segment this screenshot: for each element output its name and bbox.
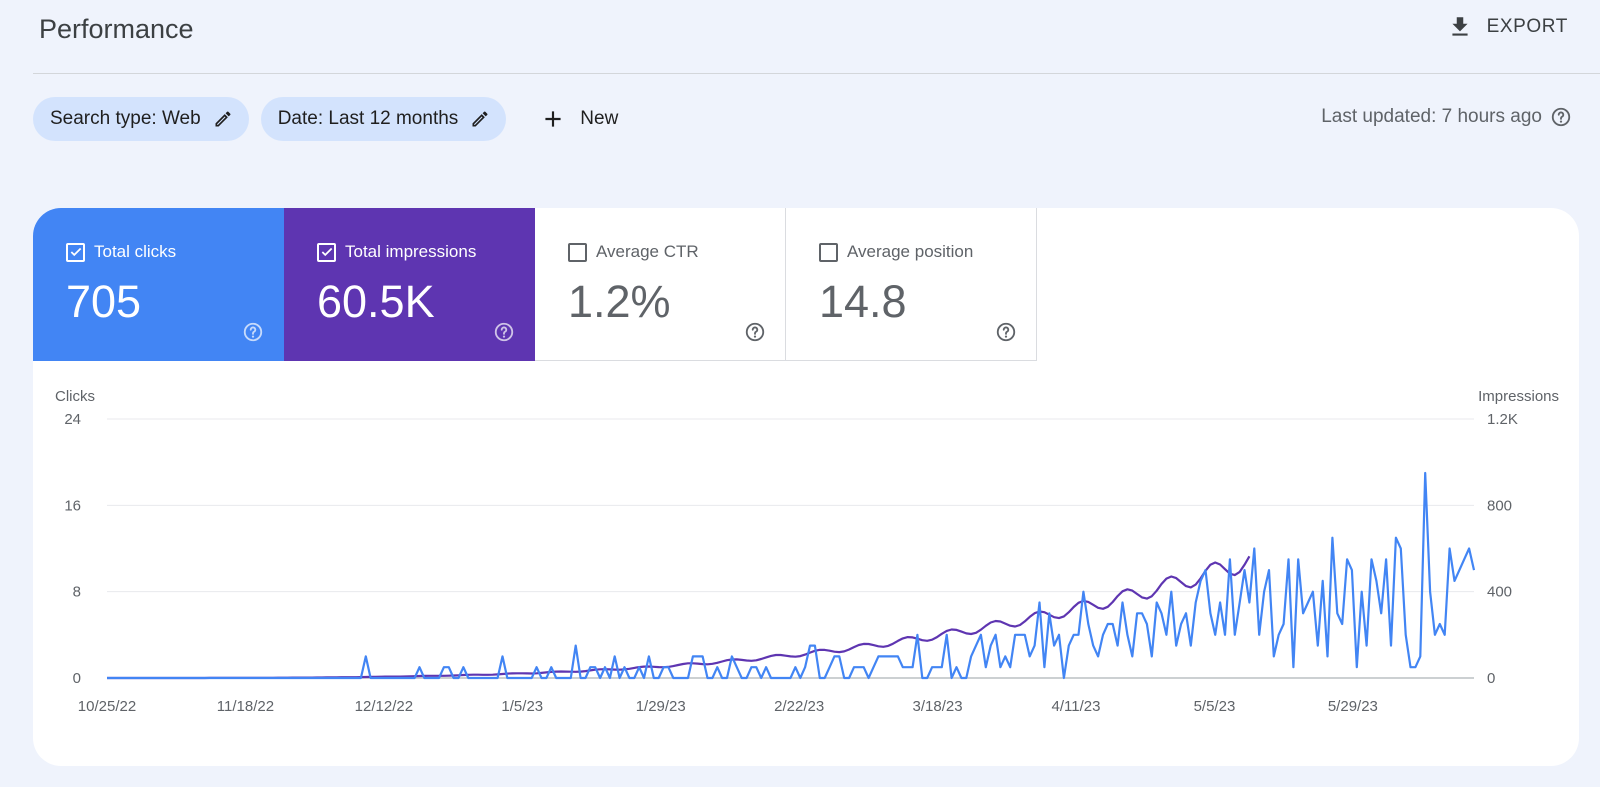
x-tick-label: 10/25/22 bbox=[78, 698, 136, 715]
export-label: EXPORT bbox=[1486, 16, 1568, 37]
clicks-series-line bbox=[107, 471, 1476, 680]
plus-icon bbox=[545, 111, 561, 127]
x-axis-ticks: 10/25/22 11/18/22 12/12/22 1/5/23 1/29/23 2/2… bbox=[78, 698, 1378, 715]
filter-bar: Search type: Web Date: Last 12 months Ne… bbox=[33, 97, 628, 141]
x-tick-label: 11/18/22 bbox=[217, 698, 274, 715]
chart-svg: Clicks Impressions 0 8 16 24 0 400 800 1.2K 10… bbox=[55, 388, 1559, 715]
help-icon[interactable] bbox=[493, 321, 515, 343]
impressions-series-line bbox=[107, 555, 1251, 680]
performance-card: Total clicks 705 Total impressions 60.5K… bbox=[33, 208, 1579, 766]
metric-tile-average-position[interactable]: Average position 14.8 bbox=[786, 208, 1037, 361]
header-divider bbox=[33, 73, 1600, 74]
new-filter-label: New bbox=[580, 108, 619, 129]
metric-value: 60.5K bbox=[317, 276, 435, 327]
metric-label: Total clicks bbox=[94, 242, 177, 261]
right-axis-label: Impressions bbox=[1478, 388, 1559, 405]
metric-label-row: Average CTR bbox=[568, 242, 699, 262]
chart-gridlines bbox=[107, 418, 1474, 679]
left-axis-ticks: 0 8 16 24 bbox=[64, 411, 81, 687]
right-tick-label: 0 bbox=[1487, 670, 1495, 687]
x-tick-label: 1/5/23 bbox=[501, 698, 543, 715]
download-icon bbox=[1452, 17, 1468, 36]
metric-label-row: Total impressions bbox=[317, 242, 476, 262]
help-icon[interactable] bbox=[995, 321, 1017, 343]
left-tick-label: 16 bbox=[64, 497, 81, 514]
left-axis-label: Clicks bbox=[55, 388, 95, 405]
checkbox-checked-icon[interactable] bbox=[66, 242, 85, 262]
edit-pencil-icon bbox=[215, 111, 231, 127]
help-icon[interactable] bbox=[242, 321, 264, 343]
x-tick-label: 1/29/23 bbox=[636, 698, 686, 715]
metric-tiles: Total clicks 705 Total impressions 60.5K… bbox=[33, 208, 1037, 361]
edit-pencil-icon bbox=[472, 111, 488, 127]
help-icon[interactable] bbox=[1550, 106, 1572, 128]
last-updated: Last updated: 7 hours ago bbox=[1321, 106, 1572, 128]
page-title: Performance bbox=[39, 14, 194, 44]
x-tick-label: 12/12/22 bbox=[355, 698, 413, 715]
checkbox-checked-icon[interactable] bbox=[317, 242, 336, 262]
x-tick-label: 5/29/23 bbox=[1328, 698, 1378, 715]
left-tick-label: 0 bbox=[73, 670, 81, 687]
new-filter-button[interactable]: New bbox=[518, 106, 628, 132]
export-button[interactable]: EXPORT bbox=[1447, 14, 1568, 40]
left-tick-label: 24 bbox=[64, 411, 81, 428]
metric-tile-total-impressions[interactable]: Total impressions 60.5K bbox=[284, 208, 535, 361]
right-tick-label: 800 bbox=[1487, 497, 1512, 514]
right-tick-label: 1.2K bbox=[1487, 411, 1518, 428]
metric-value: 1.2% bbox=[568, 276, 671, 327]
metric-label-row: Average position bbox=[819, 242, 973, 262]
x-tick-label: 5/5/23 bbox=[1194, 698, 1236, 715]
page-header: Performance EXPORT bbox=[0, 0, 1600, 74]
x-tick-label: 3/18/23 bbox=[913, 698, 963, 715]
metric-tile-average-ctr[interactable]: Average CTR 1.2% bbox=[535, 208, 786, 361]
right-axis-ticks: 0 400 800 1.2K bbox=[1487, 411, 1518, 687]
left-tick-label: 8 bbox=[73, 584, 81, 601]
performance-chart[interactable]: Clicks Impressions 0 8 16 24 0 400 800 1.2K 10… bbox=[33, 361, 1579, 766]
right-tick-label: 400 bbox=[1487, 584, 1512, 601]
metric-value: 14.8 bbox=[819, 276, 907, 327]
chart-series-lines bbox=[107, 471, 1476, 680]
search-type-label: Search type: Web bbox=[50, 108, 201, 129]
date-chip[interactable]: Date: Last 12 months bbox=[260, 97, 507, 141]
metric-value: 705 bbox=[66, 276, 142, 327]
search-type-chip[interactable]: Search type: Web bbox=[33, 97, 249, 141]
date-label: Date: Last 12 months bbox=[277, 108, 459, 129]
metric-label: Total impressions bbox=[345, 242, 477, 261]
metric-label-row: Total clicks bbox=[66, 242, 176, 262]
x-tick-label: 2/22/23 bbox=[774, 698, 824, 715]
metric-label: Average position bbox=[847, 242, 974, 261]
last-updated-text: Last updated: 7 hours ago bbox=[1321, 106, 1542, 127]
metric-tile-total-clicks[interactable]: Total clicks 705 bbox=[33, 208, 284, 361]
metric-label: Average CTR bbox=[596, 242, 699, 261]
help-icon[interactable] bbox=[744, 321, 766, 343]
checkbox-unchecked-icon[interactable] bbox=[568, 242, 587, 262]
x-tick-label: 4/11/23 bbox=[1052, 698, 1101, 715]
checkbox-unchecked-icon[interactable] bbox=[819, 242, 838, 262]
